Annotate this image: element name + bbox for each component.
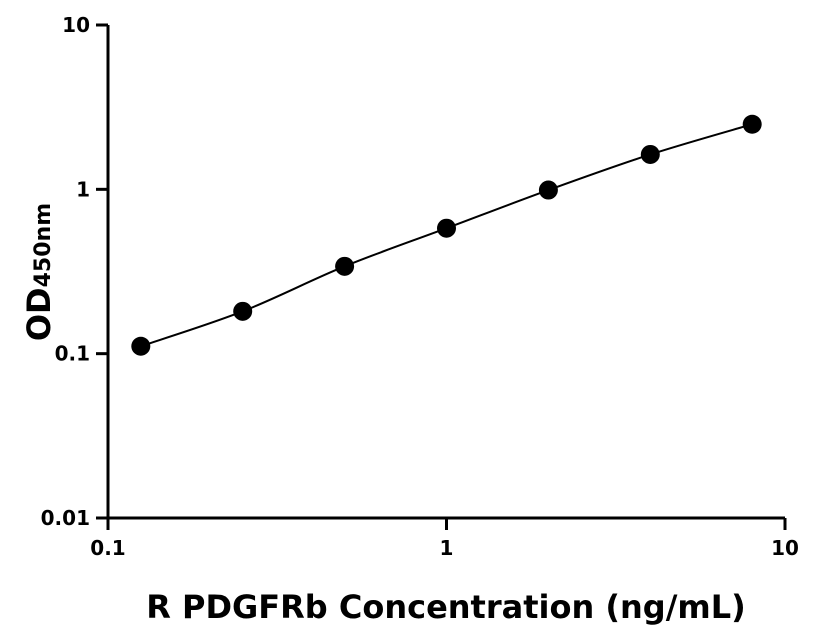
data-point <box>742 114 762 134</box>
data-point <box>335 256 355 276</box>
y-axis-label-group: OD450nm <box>20 203 58 341</box>
data-point <box>233 301 253 321</box>
data-point <box>131 336 151 356</box>
x-axis-label: R PDGFRb Concentration (ng/mL) <box>146 588 746 626</box>
data-point <box>640 144 660 164</box>
y-tick-label: 10 <box>62 13 90 37</box>
x-tick-label: 10 <box>771 536 799 560</box>
y-tick-label: 1 <box>76 177 90 201</box>
data-point <box>437 218 456 238</box>
data-points <box>131 114 762 356</box>
x-tick-label: 0.1 <box>90 536 125 560</box>
y-tick-label: 0.01 <box>41 506 90 530</box>
data-point <box>538 180 558 200</box>
y-tick-label: 0.1 <box>55 342 90 366</box>
y-axis-label-sub: 450nm <box>31 203 56 288</box>
y-axis-label: OD450nm <box>20 203 58 341</box>
x-tick-label: 1 <box>440 536 454 560</box>
y-axis-label-main: OD <box>20 287 58 341</box>
